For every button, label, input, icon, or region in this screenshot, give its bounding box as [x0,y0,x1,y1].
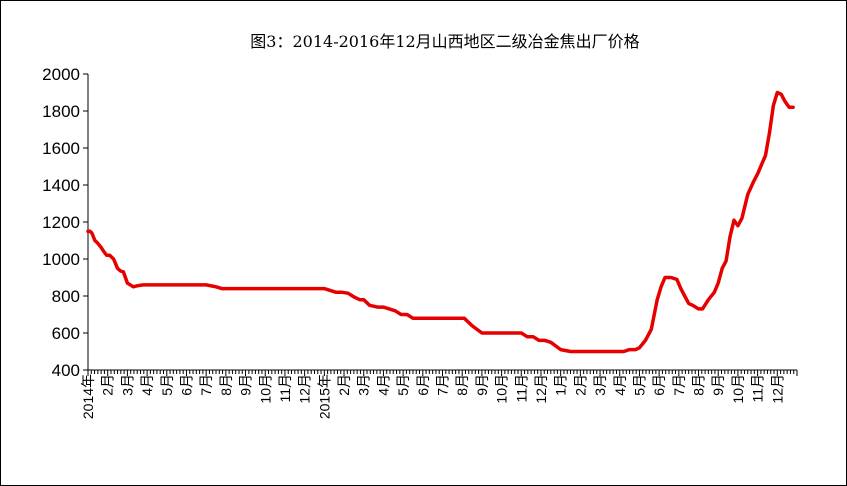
x-tick-label: 2月 [336,374,352,396]
x-tick-label: 10月 [494,374,510,404]
x-tick-label: 8月 [218,374,234,396]
x-tick-label: 8月 [691,374,707,396]
chart-title: 图3：2014-2016年12月山西地区二级冶金焦出厂价格 [250,32,639,51]
x-tick-label: 7月 [435,374,451,396]
y-tick-label: 1600 [42,139,80,158]
y-tick-label: 2000 [42,65,80,84]
series-layer [86,90,795,354]
x-tick-label: 9月 [474,374,490,396]
x-tick-label: 3月 [119,374,135,396]
x-tick-label: 7月 [198,374,214,396]
x-tick-label: 6月 [651,374,667,396]
x-tick-label: 11月 [513,374,529,403]
x-tick-label: 12月 [297,374,313,404]
x-tick-label: 12月 [533,374,549,404]
y-tick-label: 1200 [42,213,80,232]
x-tick-label: 10月 [257,374,273,404]
x-tick-label: 5月 [631,374,647,396]
x-tick-label: 1月 [553,374,569,396]
x-tick-label: 9月 [238,374,254,396]
x-tick-label: 11月 [277,374,293,403]
x-tick-label: 6月 [178,374,194,396]
y-axis-ticks: 400 600 800 1000 1200 1400 1600 1800 2000 [42,65,88,380]
y-tick-label: 1400 [42,176,80,195]
x-tick-label: 4月 [139,374,155,396]
x-axis-ticks: 2014年 2月 3月 4月 5月 6月 7月 8月 9月 10月 11月 12月 2015年 2月 3月 4… [80,370,798,419]
x-tick-label: 3月 [592,374,608,396]
x-tick-label: 2014年 [80,374,96,419]
x-tick-label: 5月 [159,374,175,396]
x-tick-label: 4月 [375,374,391,396]
x-tick-label: 10月 [730,374,746,404]
y-tick-label: 600 [52,324,80,343]
y-tick-label: 800 [52,287,80,306]
x-tick-label: 2月 [100,374,116,396]
x-tick-label: 3月 [356,374,372,396]
x-tick-label: 2015年 [316,374,332,419]
x-tick-label: 12月 [769,374,785,404]
axes [87,74,797,371]
y-tick-label: 400 [52,361,80,380]
y-tick-label: 1000 [42,250,80,269]
x-tick-label: 8月 [454,374,470,396]
series-line-0 [86,90,795,354]
y-tick-label: 1800 [42,102,80,121]
x-tick-label: 9月 [710,374,726,396]
x-tick-label: 5月 [395,374,411,396]
x-tick-label: 11月 [750,374,766,403]
x-tick-label: 4月 [612,374,628,396]
x-tick-label: 2月 [572,374,588,396]
x-tick-label: 7月 [671,374,687,396]
x-tick-label: 6月 [415,374,431,396]
